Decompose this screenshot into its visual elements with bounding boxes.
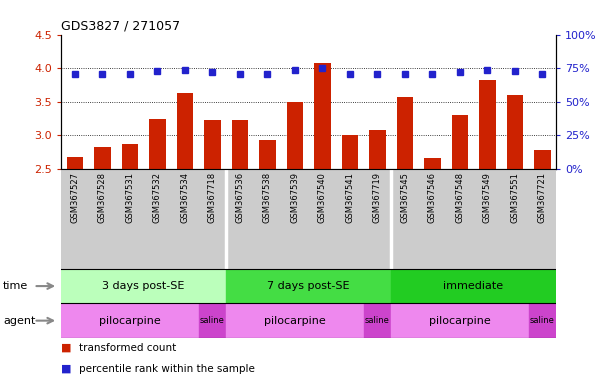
Bar: [281, 169, 309, 269]
Bar: [116, 169, 144, 269]
Text: transformed count: transformed count: [79, 343, 177, 353]
Bar: [149, 119, 166, 169]
Bar: [204, 120, 221, 169]
Bar: [226, 169, 254, 269]
Bar: [364, 169, 391, 269]
Bar: [479, 80, 496, 169]
Bar: [259, 140, 276, 169]
Bar: [199, 303, 226, 338]
Text: pilocarpine: pilocarpine: [99, 316, 161, 326]
Text: GSM367534: GSM367534: [180, 172, 189, 223]
Text: 3 days post-SE: 3 days post-SE: [103, 281, 185, 291]
Text: immediate: immediate: [444, 281, 503, 291]
Bar: [507, 95, 523, 169]
Bar: [171, 169, 199, 269]
Text: percentile rank within the sample: percentile rank within the sample: [79, 364, 255, 374]
Bar: [391, 303, 529, 338]
Bar: [336, 169, 364, 269]
Text: GSM367539: GSM367539: [290, 172, 299, 223]
Bar: [452, 115, 468, 169]
Text: GSM367545: GSM367545: [400, 172, 409, 223]
Bar: [446, 169, 474, 269]
Bar: [309, 169, 336, 269]
Bar: [342, 135, 358, 169]
Bar: [419, 169, 446, 269]
Bar: [226, 303, 364, 338]
Text: GSM367531: GSM367531: [125, 172, 134, 223]
Bar: [529, 303, 556, 338]
Text: saline: saline: [200, 316, 225, 325]
Text: GSM367527: GSM367527: [70, 172, 79, 223]
Bar: [122, 144, 138, 169]
Bar: [199, 169, 226, 269]
Text: saline: saline: [530, 316, 555, 325]
Bar: [397, 97, 413, 169]
Bar: [232, 120, 248, 169]
Bar: [254, 169, 281, 269]
Bar: [144, 169, 171, 269]
Bar: [89, 169, 116, 269]
Text: GSM367540: GSM367540: [318, 172, 327, 223]
Text: GSM367546: GSM367546: [428, 172, 437, 223]
Text: GSM367536: GSM367536: [235, 172, 244, 223]
Bar: [391, 269, 556, 303]
Bar: [61, 269, 226, 303]
Bar: [94, 147, 111, 169]
Bar: [501, 169, 529, 269]
Text: ■: ■: [61, 343, 71, 353]
Bar: [474, 169, 501, 269]
Bar: [287, 102, 303, 169]
Text: 7 days post-SE: 7 days post-SE: [267, 281, 350, 291]
Text: GSM367548: GSM367548: [455, 172, 464, 223]
Bar: [226, 269, 391, 303]
Text: time: time: [3, 281, 28, 291]
Text: GSM367719: GSM367719: [373, 172, 382, 223]
Bar: [67, 157, 83, 169]
Bar: [177, 93, 193, 169]
Text: pilocarpine: pilocarpine: [429, 316, 491, 326]
Bar: [364, 303, 391, 338]
Bar: [314, 63, 331, 169]
Text: GSM367538: GSM367538: [263, 172, 272, 223]
Text: GSM367541: GSM367541: [345, 172, 354, 223]
Text: GSM367718: GSM367718: [208, 172, 217, 223]
Bar: [424, 157, 441, 169]
Text: GSM367721: GSM367721: [538, 172, 547, 223]
Text: pilocarpine: pilocarpine: [264, 316, 326, 326]
Text: saline: saline: [365, 316, 390, 325]
Text: GSM367551: GSM367551: [510, 172, 519, 223]
Bar: [61, 169, 89, 269]
Text: agent: agent: [3, 316, 35, 326]
Bar: [61, 303, 199, 338]
Bar: [391, 169, 419, 269]
Text: ■: ■: [61, 364, 71, 374]
Bar: [369, 130, 386, 169]
Text: GDS3827 / 271057: GDS3827 / 271057: [61, 20, 180, 33]
Bar: [534, 150, 551, 169]
Bar: [529, 169, 556, 269]
Text: GSM367528: GSM367528: [98, 172, 107, 223]
Text: GSM367549: GSM367549: [483, 172, 492, 223]
Text: GSM367532: GSM367532: [153, 172, 162, 223]
